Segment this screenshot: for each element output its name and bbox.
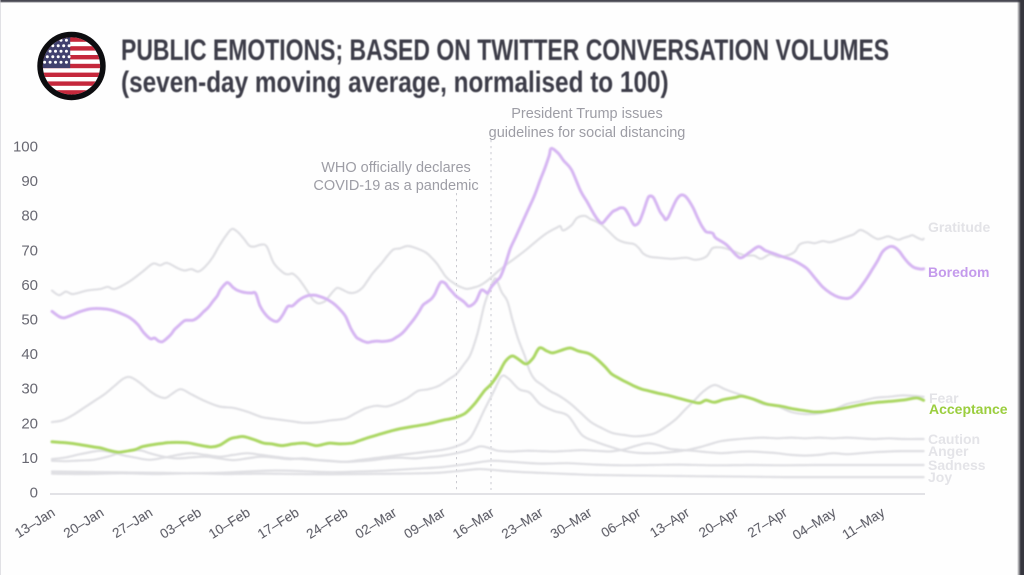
svg-text:Sadness: Sadness [928, 457, 986, 473]
svg-text:WHO officially declares: WHO officially declares [321, 160, 471, 176]
svg-text:30–Mar: 30–Mar [548, 505, 595, 542]
svg-text:17–Feb: 17–Feb [255, 505, 302, 542]
svg-text:60: 60 [21, 277, 38, 294]
svg-text:COVID‑19 as a pandemic: COVID‑19 as a pandemic [313, 178, 478, 194]
svg-text:Gratitude: Gratitude [928, 219, 990, 235]
svg-text:President Trump issues: President Trump issues [511, 106, 663, 122]
svg-text:23–Mar: 23–Mar [499, 505, 546, 542]
svg-text:Boredom: Boredom [928, 264, 989, 280]
svg-text:90: 90 [21, 173, 38, 190]
svg-text:guidelines for social distanci: guidelines for social distancing [489, 125, 686, 141]
svg-text:13–Jan: 13–Jan [12, 505, 58, 541]
svg-text:Acceptance: Acceptance [929, 401, 1008, 417]
svg-text:20–Apr: 20–Apr [696, 505, 741, 541]
svg-text:16–Mar: 16–Mar [450, 505, 497, 542]
svg-text:Anger: Anger [928, 443, 969, 459]
svg-text:80: 80 [21, 208, 38, 225]
svg-text:11–May: 11–May [840, 505, 888, 543]
svg-text:70: 70 [21, 242, 38, 259]
svg-text:13–Apr: 13–Apr [647, 505, 692, 541]
svg-text:02–Mar: 02–Mar [353, 505, 400, 542]
svg-text:27–Jan: 27–Jan [110, 505, 156, 541]
svg-text:04–May: 04–May [790, 505, 839, 543]
svg-text:20–Jan: 20–Jan [61, 505, 107, 541]
svg-text:40: 40 [21, 346, 38, 363]
svg-text:03–Feb: 03–Feb [157, 505, 204, 542]
svg-text:10: 10 [21, 450, 38, 467]
svg-text:20: 20 [21, 415, 38, 432]
svg-text:06–Apr: 06–Apr [598, 505, 643, 541]
svg-text:09–Mar: 09–Mar [401, 505, 448, 542]
svg-text:24–Feb: 24–Feb [304, 505, 351, 542]
svg-text:30: 30 [21, 381, 38, 398]
svg-text:27–Apr: 27–Apr [745, 505, 790, 541]
svg-text:10–Feb: 10–Feb [206, 505, 253, 542]
svg-text:Caution: Caution [928, 431, 980, 447]
svg-text:100: 100 [13, 139, 38, 156]
svg-text:50: 50 [21, 312, 38, 329]
svg-text:Joy: Joy [928, 469, 952, 485]
svg-text:0: 0 [30, 485, 38, 502]
svg-text:Fear: Fear [929, 390, 959, 406]
